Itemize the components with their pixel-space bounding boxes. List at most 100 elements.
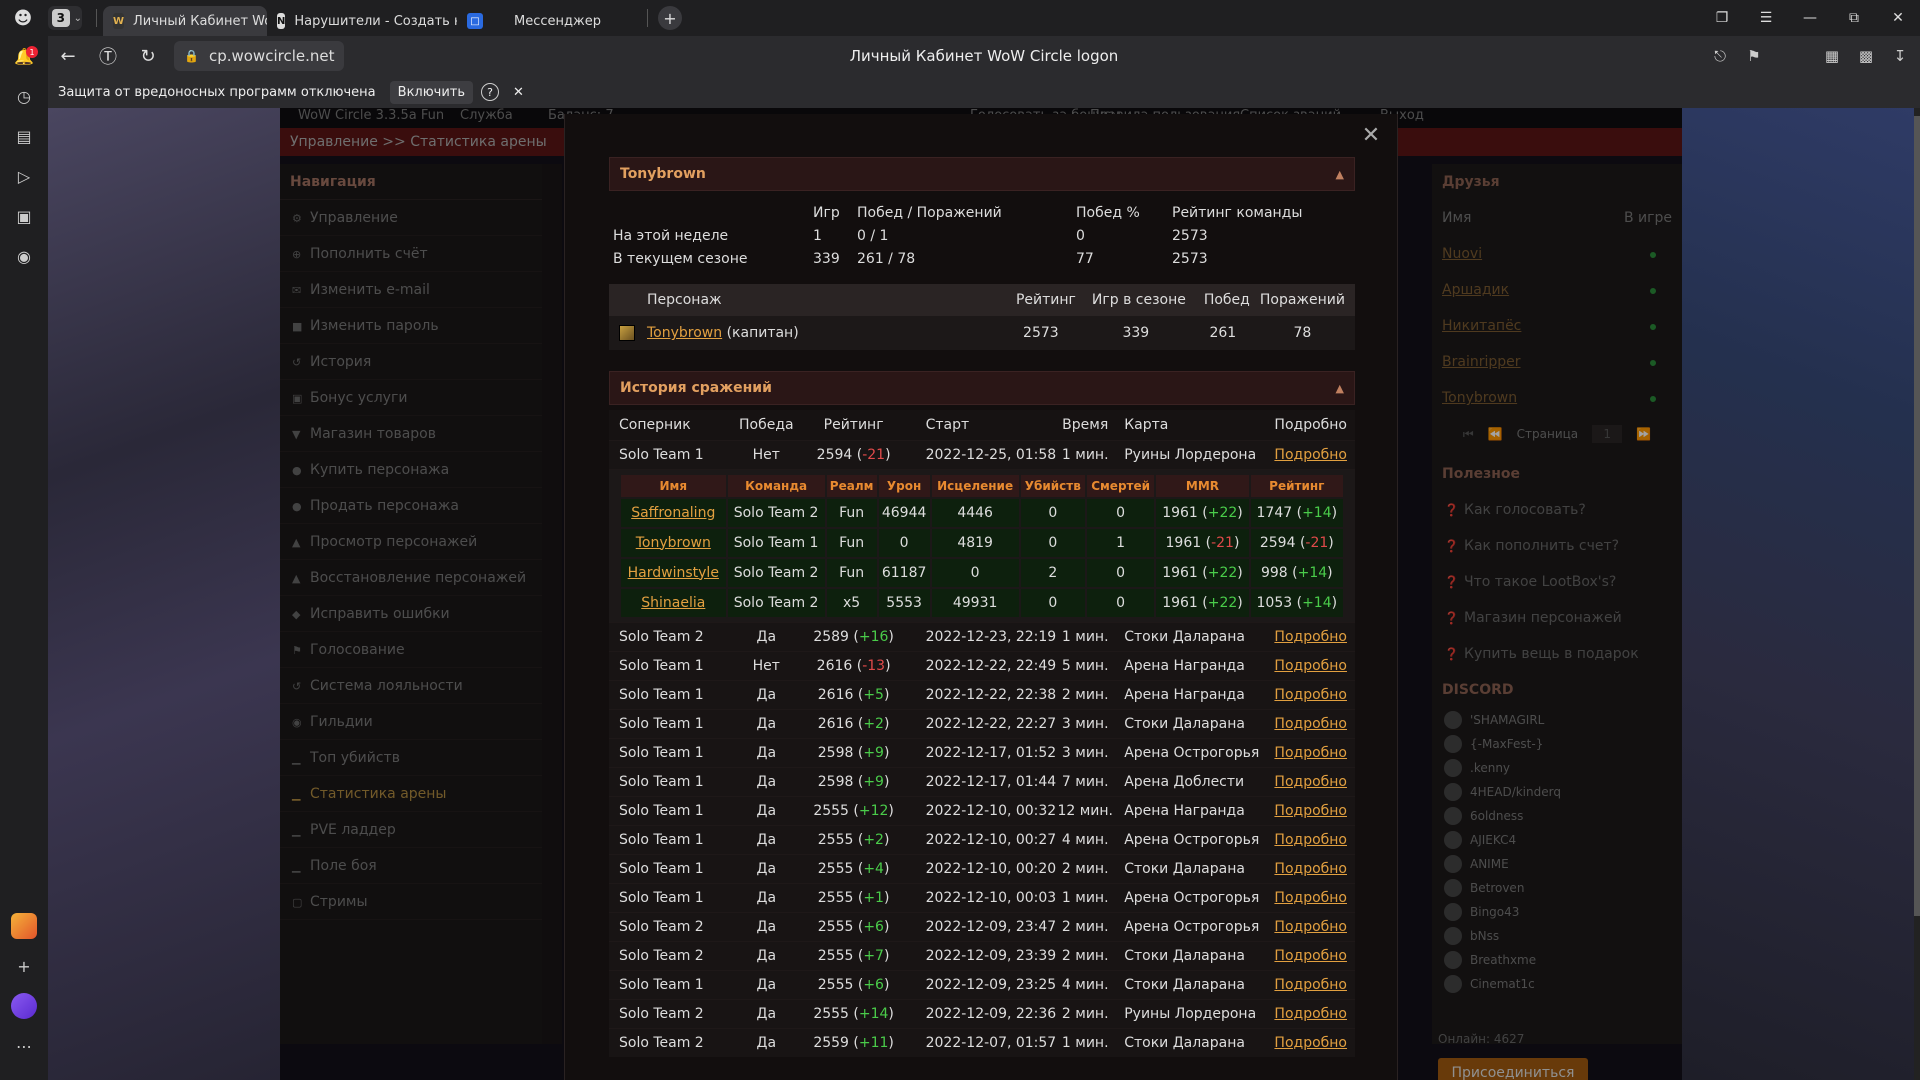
nav-item[interactable]: ⚑ Голосование [280,632,542,668]
back-icon[interactable]: ← [60,45,76,67]
details-link[interactable]: Подробно [1274,831,1347,848]
history-row[interactable]: Solo Team 2 Да 2555 (+7) 2022-12-09, 23:39 2… [609,940,1355,970]
player-link[interactable]: Saffronaling [631,504,716,521]
collapse-icon[interactable]: ▲ [1335,381,1344,395]
play-icon[interactable]: ▷ [17,166,31,186]
menu-icon[interactable]: ☰ [1759,10,1773,26]
nav-item[interactable]: ⊕ Пополнить счёт [280,236,542,272]
nav-item[interactable]: ◉ Гильдии [280,704,542,740]
nav-item[interactable]: ▲ Просмотр персонажей [280,524,542,560]
history-row[interactable]: Solo Team 1 Да 2555 (+2) 2022-12-10, 00:27 4… [609,824,1355,854]
history-row[interactable]: Solo Team 1 Да 2616 (+5) 2022-12-22, 22:38 2… [609,679,1355,709]
discord-member[interactable]: .kenny [1432,756,1682,780]
player-link[interactable]: Tonybrown [635,534,711,551]
details-link[interactable]: Подробно [1274,715,1347,732]
download-icon[interactable]: ↧ [1893,47,1907,65]
history-row[interactable]: Solo Team 2 Да 2555 (+6) 2022-12-09, 23:47 2… [609,911,1355,941]
nav-item[interactable]: ■ Изменить пароль [280,308,542,344]
discord-member[interactable]: Cinemat1c [1432,972,1682,996]
nav-item[interactable]: ▁ PVE ладдер [280,812,542,848]
profile-icon[interactable]: ☻ [13,7,33,29]
mail-app-icon[interactable] [0,906,48,946]
tab-messenger[interactable]: □ Мессенджер [457,6,647,36]
useful-link[interactable]: ❓ Магазин персонажей [1432,600,1682,636]
bookmarks-panel-icon[interactable]: ❐ [1715,10,1729,26]
discord-member[interactable]: Bingo43 [1432,900,1682,924]
extensions-icon[interactable]: ▦ [1824,47,1840,65]
details-link[interactable]: Подробно [1274,657,1347,674]
history-row[interactable]: Solo Team 1 Нет 2594 (-21) 2022-12-25, 01:5… [609,439,1355,469]
nav-item[interactable]: ✉ Изменить e-mail [280,272,542,308]
discord-member[interactable]: 6oldness [1432,804,1682,828]
lock-icon[interactable]: 🔒 [184,49,199,63]
protect-icon[interactable]: ▩ [1858,47,1874,65]
history-row[interactable]: Solo Team 1 Да 2616 (+2) 2022-12-22, 22:27 3… [609,708,1355,738]
first-page-icon[interactable]: ⏮ [1462,426,1474,441]
restore-icon[interactable]: ⧉ [1849,10,1859,26]
close-modal-icon[interactable]: ✕ [1361,123,1381,148]
yandex-icon[interactable]: Ⓣ [99,47,117,68]
friend-link[interactable]: Brainripper [1442,354,1521,370]
help-icon[interactable]: ? [481,83,500,101]
screenshot-icon[interactable]: ◉ [17,246,31,266]
history-row[interactable]: Solo Team 2 Да 2555 (+14) 2022-12-09, 22:36… [609,998,1355,1028]
useful-link[interactable]: ❓ Что такое LootBox's? [1432,564,1682,600]
history-icon[interactable]: ◷ [17,86,31,106]
scrollbar-thumb[interactable] [1914,116,1920,916]
discord-member[interactable]: bNss [1432,924,1682,948]
reload-icon[interactable]: ↻ [140,45,156,67]
details-link[interactable]: Подробно [1274,686,1347,703]
useful-link[interactable]: ❓ Как пополнить счет? [1432,528,1682,564]
discord-member[interactable]: Breathxme [1432,948,1682,972]
details-link[interactable]: Подробно [1274,918,1347,935]
prev-page-icon[interactable]: ⏪ [1487,427,1503,441]
add-panel-icon[interactable]: + [17,956,31,976]
discord-member[interactable]: {-MaxFest-} [1432,732,1682,756]
nav-item[interactable]: ▣ Бонус услуги [280,380,542,416]
discord-member[interactable]: 4HEAD/kinderq [1432,780,1682,804]
tab-group-icon[interactable]: ▣ [16,206,32,226]
friend-link[interactable]: Nuovi [1442,246,1483,262]
translate-icon[interactable]: ⎋ [1714,47,1726,65]
nav-item[interactable]: ◆ Исправить ошибки [280,596,542,632]
details-link[interactable]: Подробно [1274,976,1347,993]
page-input[interactable]: 1 [1592,425,1623,443]
more-icon[interactable]: ⋯ [16,1036,32,1056]
collections-icon[interactable]: ▤ [16,126,32,146]
details-link[interactable]: Подробно [1274,1034,1347,1051]
friend-link[interactable]: Аршадик [1442,282,1510,298]
history-row[interactable]: Solo Team 1 Да 2555 (+4) 2022-12-10, 00:20 2… [609,853,1355,883]
history-row[interactable]: Solo Team 1 Да 2598 (+9) 2022-12-17, 01:52 3… [609,737,1355,767]
nav-item[interactable]: ⚙ Управление [280,200,542,236]
details-link[interactable]: Подробно [1274,802,1347,819]
enable-protection-button[interactable]: Включить [389,80,474,104]
nav-item[interactable]: ▼ Магазин товаров [280,416,542,452]
top-link[interactable]: WoW Circle 3.3.5a Fun [298,108,445,123]
player-link[interactable]: Hardwinstyle [627,564,719,581]
details-link[interactable]: Подробно [1274,744,1347,761]
useful-link[interactable]: ❓ Как голосовать? [1432,492,1682,528]
history-row[interactable]: Solo Team 2 Да 2589 (+16) 2022-12-23, 22:19… [609,621,1355,651]
details-link[interactable]: Подробно [1274,773,1347,790]
history-row[interactable]: Solo Team 1 Да 2555 (+12) 2022-12-10, 00:32… [609,795,1355,825]
discord-join-button[interactable]: Присоединиться [1438,1058,1588,1080]
details-link[interactable]: Подробно [1274,446,1347,463]
nav-item[interactable]: ▲ Восстановление персонажей [280,560,542,596]
details-link[interactable]: Подробно [1274,1005,1347,1022]
history-panel-header[interactable]: История сражений ▲ [609,371,1355,405]
nav-item[interactable]: ▁ Поле боя [280,848,542,884]
discord-member[interactable]: Betroven [1432,876,1682,900]
top-link[interactable]: Служба [460,108,513,123]
history-row[interactable]: Solo Team 1 Да 2555 (+1) 2022-12-10, 00:03 1… [609,882,1355,912]
team-panel-header[interactable]: Tonybrown ▲ [609,157,1355,191]
nav-item[interactable]: ▁ Топ убийств [280,740,542,776]
close-icon[interactable]: ✕ [513,84,524,100]
url-field[interactable]: 🔒 cp.wowcircle.net [174,41,345,71]
discord-member[interactable]: AJIEKC4 [1432,828,1682,852]
character-link[interactable]: Tonybrown [647,325,723,341]
nav-item[interactable]: ● Продать персонажа [280,488,542,524]
tab-violators[interactable]: N Нарушители - Создать но [267,6,457,36]
next-page-icon[interactable]: ⏩ [1636,427,1652,441]
new-tab-button[interactable]: + [658,6,682,30]
history-row[interactable]: Solo Team 2 Да 2559 (+11) 2022-12-07, 01:57… [609,1027,1355,1057]
